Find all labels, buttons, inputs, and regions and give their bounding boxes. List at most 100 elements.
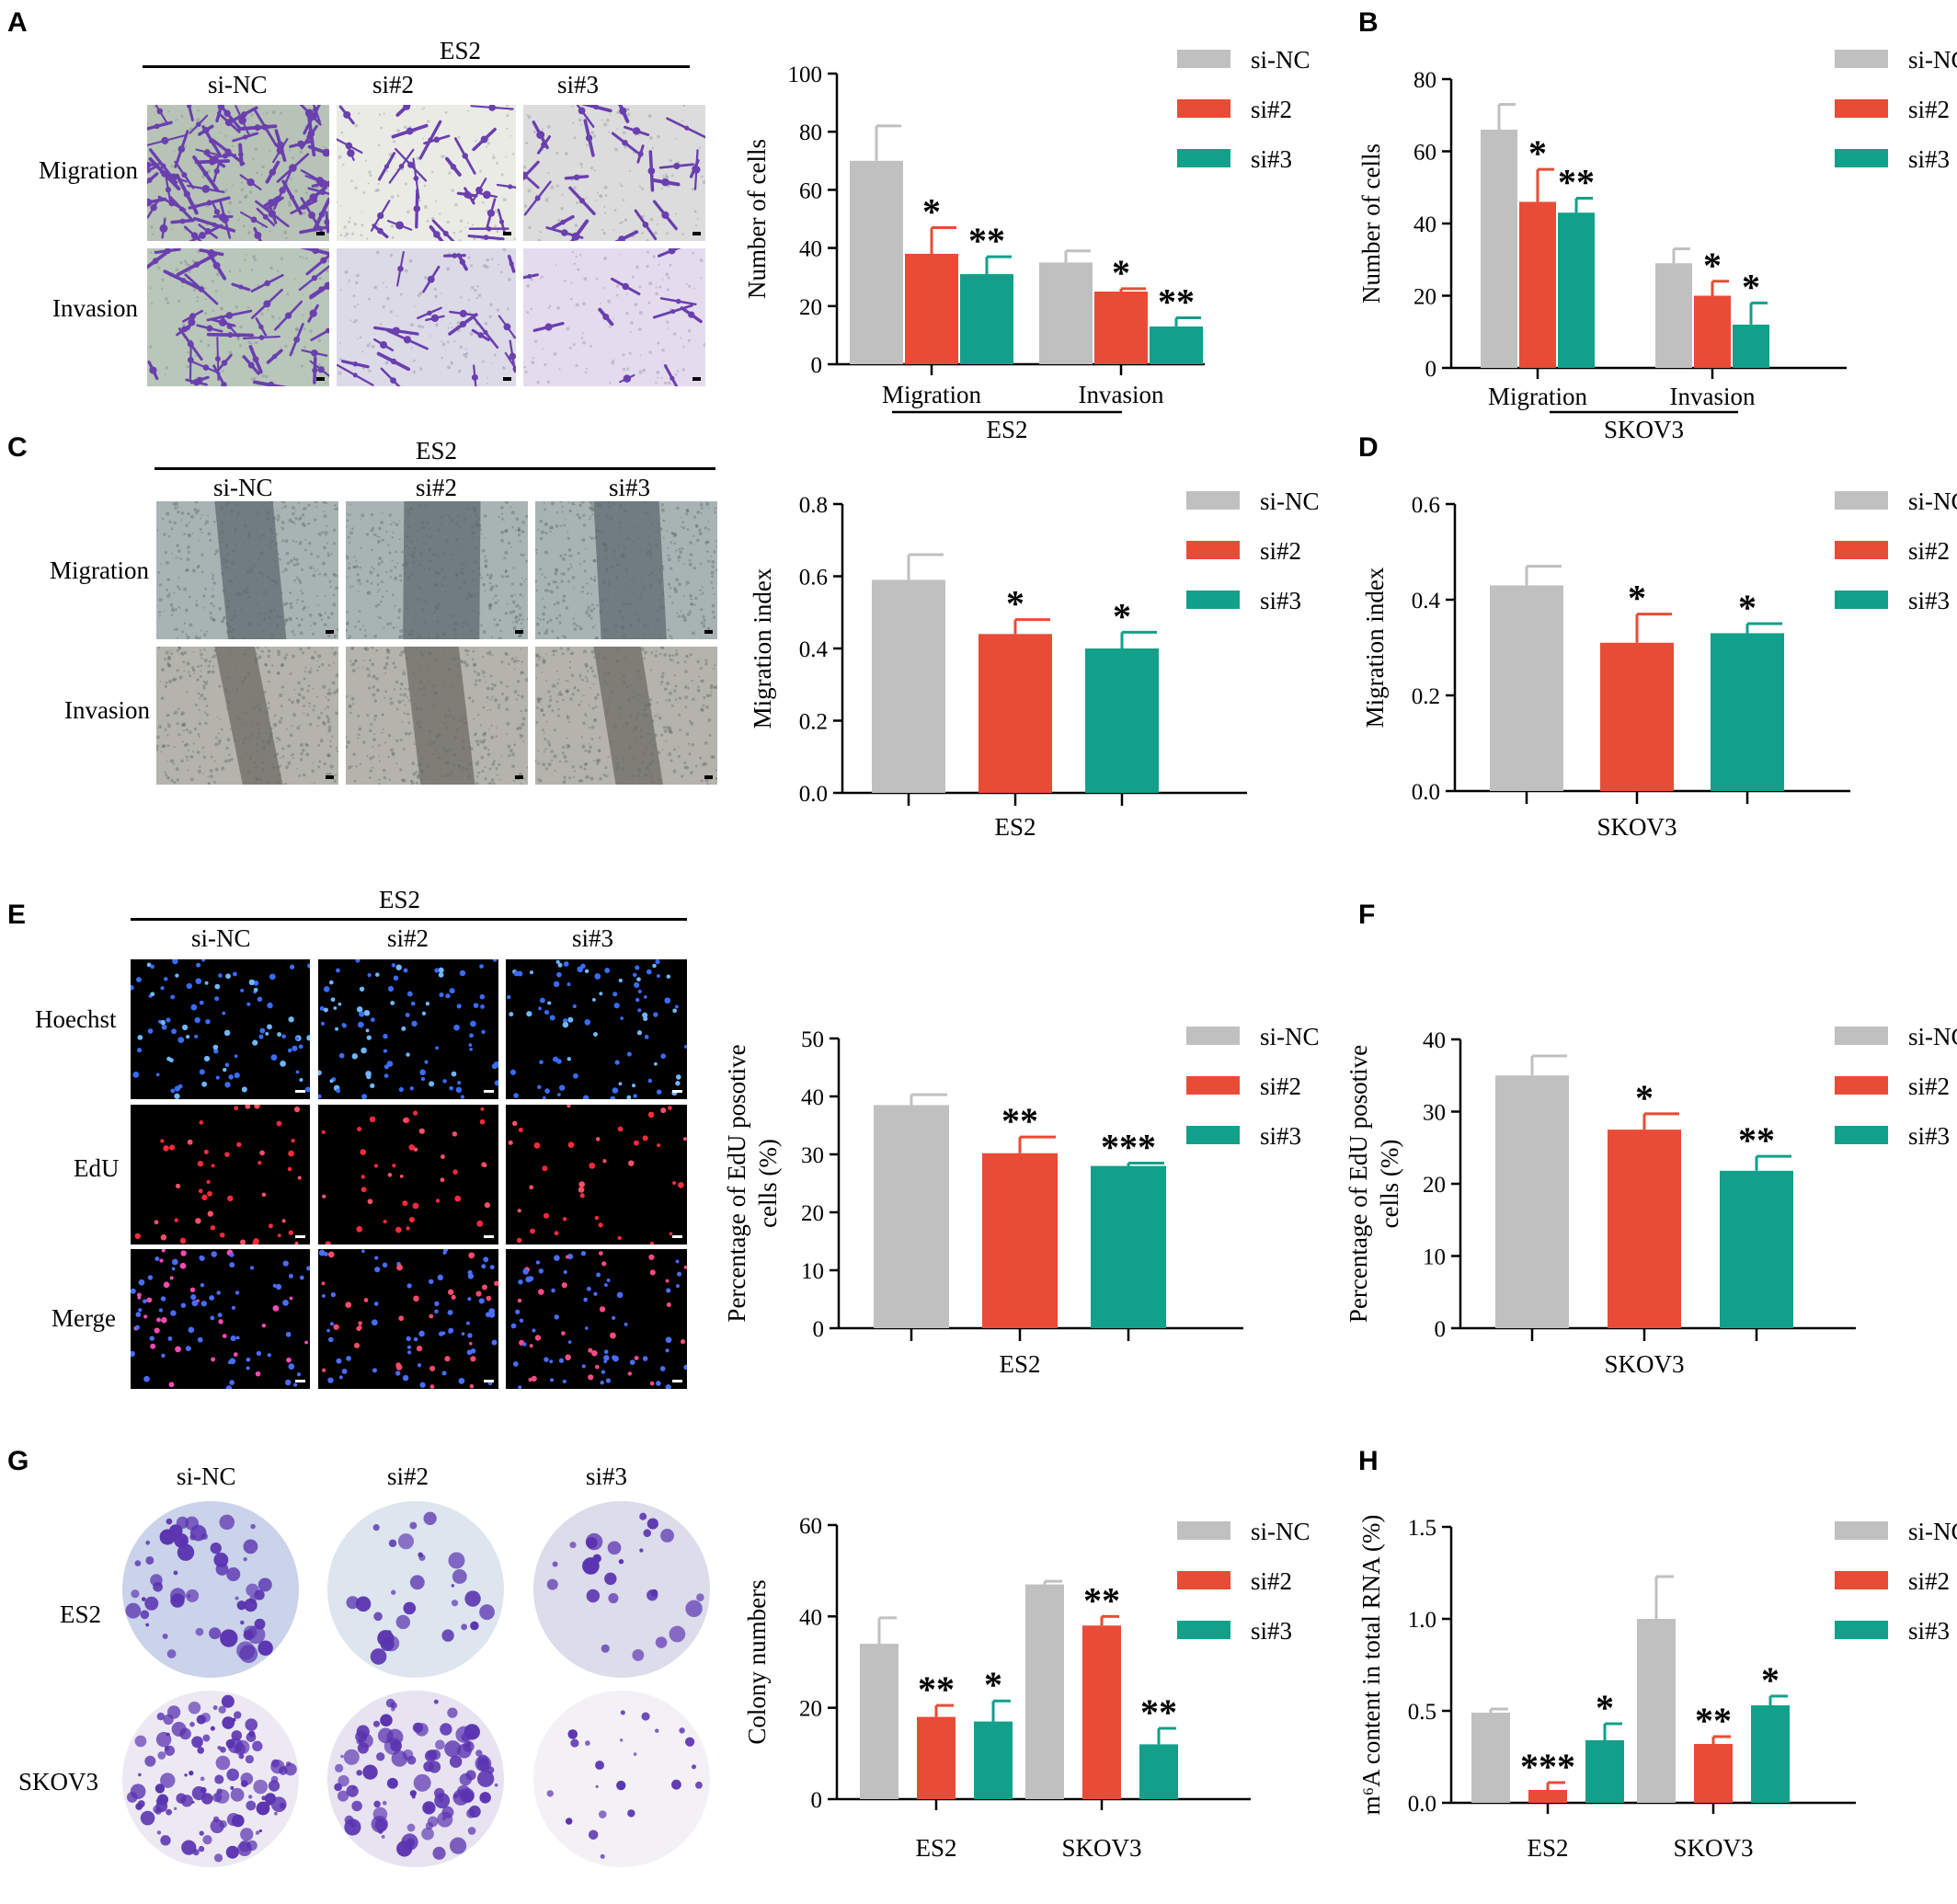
bar — [1471, 1713, 1510, 1803]
legend-label: si#3 — [1251, 1617, 1292, 1645]
significance-label: ** — [1140, 1692, 1177, 1733]
bar — [1091, 1165, 1166, 1328]
x-tick-label: SKOV3 — [1604, 1350, 1684, 1378]
texture — [337, 248, 516, 386]
colony-dish — [533, 1501, 710, 1678]
legend-label: si-NC — [1908, 46, 1957, 74]
y-axis-label: Number of cells — [743, 139, 771, 299]
texture — [147, 105, 329, 241]
significance-label: ** — [968, 220, 1005, 261]
texture — [156, 501, 338, 639]
bar — [860, 1644, 898, 1799]
panel-label-g: G — [7, 1446, 29, 1476]
x-tick-label: Invasion — [1670, 383, 1756, 410]
legend-label: si#2 — [1908, 96, 1950, 123]
significance-label: * — [1761, 1659, 1780, 1701]
panel-label-b: B — [1358, 7, 1379, 38]
group-label: SKOV3 — [1604, 416, 1684, 443]
bar — [1025, 1584, 1064, 1799]
x-tick-label: Migration — [882, 381, 981, 408]
transwell-image — [147, 105, 329, 241]
wound-image — [346, 501, 528, 639]
wound-image — [156, 501, 338, 639]
transwell-image — [337, 105, 516, 241]
legend-swatch — [1835, 1076, 1888, 1095]
panel-label-h: H — [1358, 1446, 1379, 1476]
panel-c-col-2: si#2 — [416, 474, 458, 501]
bar — [1139, 1744, 1178, 1799]
chart-e: 0 10 20 30 40 50 Percentage of EdU posotive cel… — [723, 1023, 1320, 1378]
chart-d: 0.0 0.2 0.4 0.6 Migration index * * SKOV3 si-NC s… — [1361, 487, 1957, 841]
significance-label: * — [1006, 583, 1024, 625]
legend-swatch — [1186, 1076, 1240, 1095]
legend-swatch — [1186, 591, 1240, 609]
y-tick-label: 0.2 — [799, 710, 828, 735]
legend-label: si-NC — [1251, 1518, 1310, 1545]
texture — [523, 105, 705, 241]
panel-label-f: F — [1358, 900, 1376, 930]
legend-swatch — [1177, 1621, 1230, 1639]
legend-label: si#2 — [1251, 96, 1292, 123]
y-axis-label: cells (%) — [1376, 1140, 1403, 1229]
panel-e-col-3: si#3 — [572, 924, 614, 952]
legend-label: si-NC — [1251, 46, 1310, 74]
significance-label: ** — [1558, 162, 1595, 203]
y-tick-label: 60 — [1413, 141, 1436, 166]
legend-swatch — [1835, 1571, 1888, 1589]
colony-dish — [533, 1691, 710, 1867]
legend-swatch — [1835, 1521, 1888, 1540]
y-axis-label: Percentage of EdU posotive — [723, 1044, 750, 1322]
y-tick-label: 0.0 — [1408, 1792, 1436, 1817]
legend-label: si#2 — [1260, 537, 1301, 565]
bar — [1655, 263, 1692, 368]
panel-c-col-3: si#3 — [609, 474, 651, 501]
y-axis-label: Migration index — [749, 568, 776, 728]
y-tick-label: 20 — [801, 1201, 824, 1226]
bar — [905, 253, 958, 364]
legend-swatch — [1835, 149, 1888, 167]
texture — [346, 1511, 495, 1665]
legend-swatch — [1177, 149, 1230, 167]
bar — [872, 579, 945, 793]
bar — [1085, 648, 1159, 793]
legend-label: si#2 — [1251, 1567, 1292, 1595]
y-tick-label: 20 — [1423, 1173, 1446, 1198]
legend-label: si-NC — [1908, 487, 1957, 515]
panel-label-d: D — [1358, 432, 1379, 463]
y-tick-label: 1.0 — [1408, 1608, 1436, 1633]
bar — [1585, 1740, 1624, 1803]
y-tick-label: 1.5 — [1408, 1516, 1436, 1541]
bar — [1039, 262, 1093, 364]
panel-c-row-1: Migration — [50, 556, 149, 584]
x-tick-label: ES2 — [999, 1350, 1040, 1378]
bar — [1600, 642, 1674, 791]
legend-swatch — [1177, 1521, 1230, 1540]
y-axis-label: Colony numbers — [743, 1579, 771, 1744]
bar — [1720, 1170, 1793, 1328]
y-tick-label: 60 — [799, 1514, 822, 1539]
bar — [917, 1716, 956, 1799]
bar — [1094, 292, 1148, 364]
texture — [346, 501, 528, 639]
legend-swatch — [1835, 50, 1888, 68]
panel-c-group-label: ES2 — [416, 437, 458, 465]
significance-label: * — [1112, 252, 1130, 293]
panel-g-row-2: SKOV3 — [18, 1768, 99, 1795]
significance-label: ** — [1083, 1579, 1120, 1621]
panel-g-col-1: si-NC — [177, 1462, 236, 1490]
texture — [131, 959, 310, 1099]
x-tick-label: ES2 — [994, 813, 1036, 841]
y-tick-label: 0.2 — [1412, 684, 1440, 709]
texture — [510, 1251, 687, 1389]
legend-swatch — [1835, 491, 1888, 510]
significance-label: ** — [1738, 1119, 1775, 1161]
panel-a-col-3: si#3 — [557, 71, 600, 98]
legend-label: si#3 — [1260, 1122, 1301, 1150]
legend-swatch — [1835, 1621, 1888, 1639]
texture — [318, 1249, 498, 1389]
chart-c: 0.0 0.2 0.4 0.6 0.8 Migration index * * ES2 si-NC… — [749, 487, 1320, 841]
panel-e-group-line — [131, 918, 687, 921]
bar — [1608, 1130, 1681, 1328]
y-tick-label: 0 — [811, 353, 823, 378]
